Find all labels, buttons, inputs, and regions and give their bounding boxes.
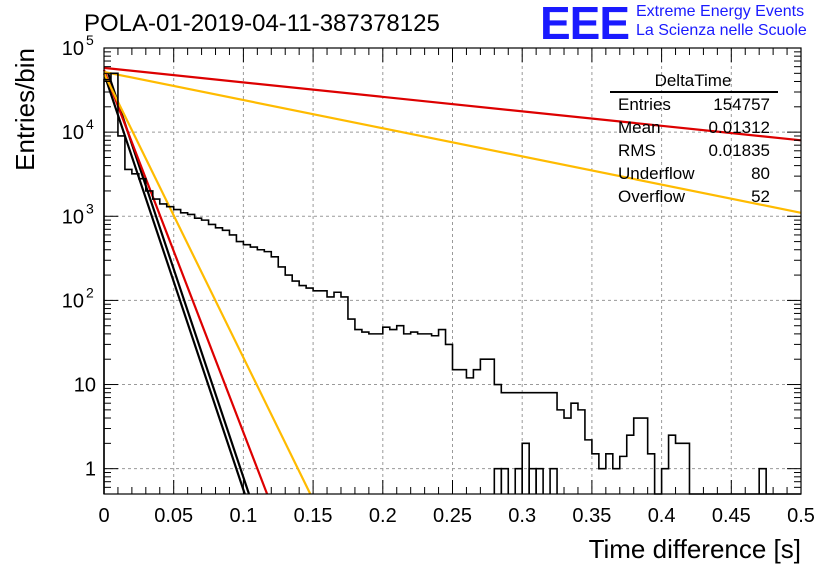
fit-line	[103, 70, 802, 214]
y-tick-label: 1	[85, 459, 96, 481]
histogram-bin	[493, 467, 503, 494]
histogram-bin	[549, 467, 558, 494]
y-tick-label: 10	[62, 290, 84, 312]
stats-row-label: Entries	[618, 95, 671, 114]
fit-line	[103, 66, 802, 142]
axis-ticks	[103, 47, 802, 495]
stats-row-value: 0.01312	[709, 118, 770, 137]
histogram-outline	[103, 72, 801, 495]
stats-row-label: RMS	[618, 141, 656, 160]
stats-row-value: 80	[751, 164, 770, 183]
y-tick-label: 10	[62, 38, 84, 60]
stats-row-label: Underflow	[618, 164, 695, 183]
eee-logo: EEE	[540, 0, 630, 49]
fit-line	[103, 72, 312, 495]
y-tick-label: 10	[62, 122, 84, 144]
x-tick-label: 0.05	[154, 505, 193, 527]
histogram-bin	[758, 467, 767, 494]
stats-box-title: DeltaTime	[655, 71, 732, 90]
stats-row-value: 154757	[713, 95, 770, 114]
x-tick-label: 0.4	[648, 505, 676, 527]
x-tick-labels: 0 0.05 0.1 0.15 0.2 0.25 0.3 0.35 0.4 0.45 0.5	[98, 505, 814, 527]
fit-line	[102, 72, 246, 495]
x-tick-label: 0.35	[572, 505, 611, 527]
y-tick-exponent: 5	[86, 32, 94, 48]
stats-row-label: Overflow	[618, 187, 686, 206]
y-tick-exponent: 2	[86, 284, 94, 300]
x-tick-label: 0.1	[229, 505, 257, 527]
x-tick-label: 0.45	[712, 505, 751, 527]
stats-row-value: 0.01835	[709, 141, 770, 160]
x-tick-label: 0.5	[787, 505, 815, 527]
stats-row-value: 52	[751, 187, 770, 206]
histogram-bin	[500, 467, 510, 494]
x-axis-title: Time difference [s]	[589, 534, 801, 564]
stats-row-label: Mean	[618, 118, 661, 137]
y-tick-label: 10	[62, 206, 84, 228]
y-axis-title: Entries/bin	[10, 48, 40, 171]
page-title: POLA-01-2019-04-11-387378125	[84, 10, 440, 37]
x-tick-label: 0	[98, 505, 109, 527]
y-tick-label: 10	[74, 375, 96, 397]
y-tick-exponent: 3	[86, 200, 94, 216]
histogram-bin	[535, 467, 544, 494]
brand-line-1: Extreme Energy Events	[636, 3, 805, 20]
histogram-bin	[514, 467, 523, 494]
fit-lines	[102, 66, 802, 495]
histogram-bars	[103, 72, 801, 495]
x-tick-label: 0.25	[433, 505, 472, 527]
y-tick-exponent: 4	[86, 116, 94, 132]
x-tick-label: 0.15	[294, 505, 333, 527]
stats-box: DeltaTime Entries 154757 Mean 0.01312 RMS 0.0…	[610, 71, 778, 206]
fit-line	[102, 69, 269, 495]
histogram-bin	[528, 467, 537, 494]
stats-box-rows: Entries 154757 Mean 0.01312 RMS 0.01835 Underf…	[618, 95, 770, 206]
brand-line-2: La Scienza nelle Scuole	[636, 22, 807, 39]
x-tick-label: 0.2	[369, 505, 397, 527]
grid-lines	[104, 48, 801, 494]
x-tick-label: 0.3	[508, 505, 536, 527]
